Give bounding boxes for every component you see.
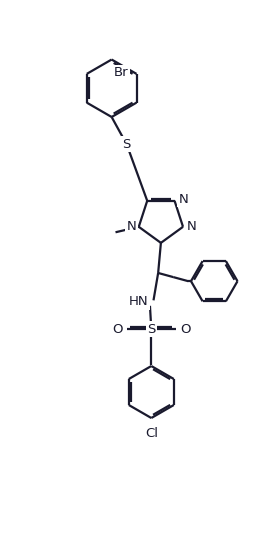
Text: S: S [147,323,155,335]
Text: N: N [127,220,136,233]
Text: O: O [112,323,123,335]
Text: N: N [187,220,197,233]
Text: Cl: Cl [145,426,158,440]
Text: HN: HN [129,295,148,308]
Text: N: N [179,193,188,206]
Text: O: O [180,323,190,335]
Text: Br: Br [114,66,129,79]
Text: S: S [123,138,131,151]
